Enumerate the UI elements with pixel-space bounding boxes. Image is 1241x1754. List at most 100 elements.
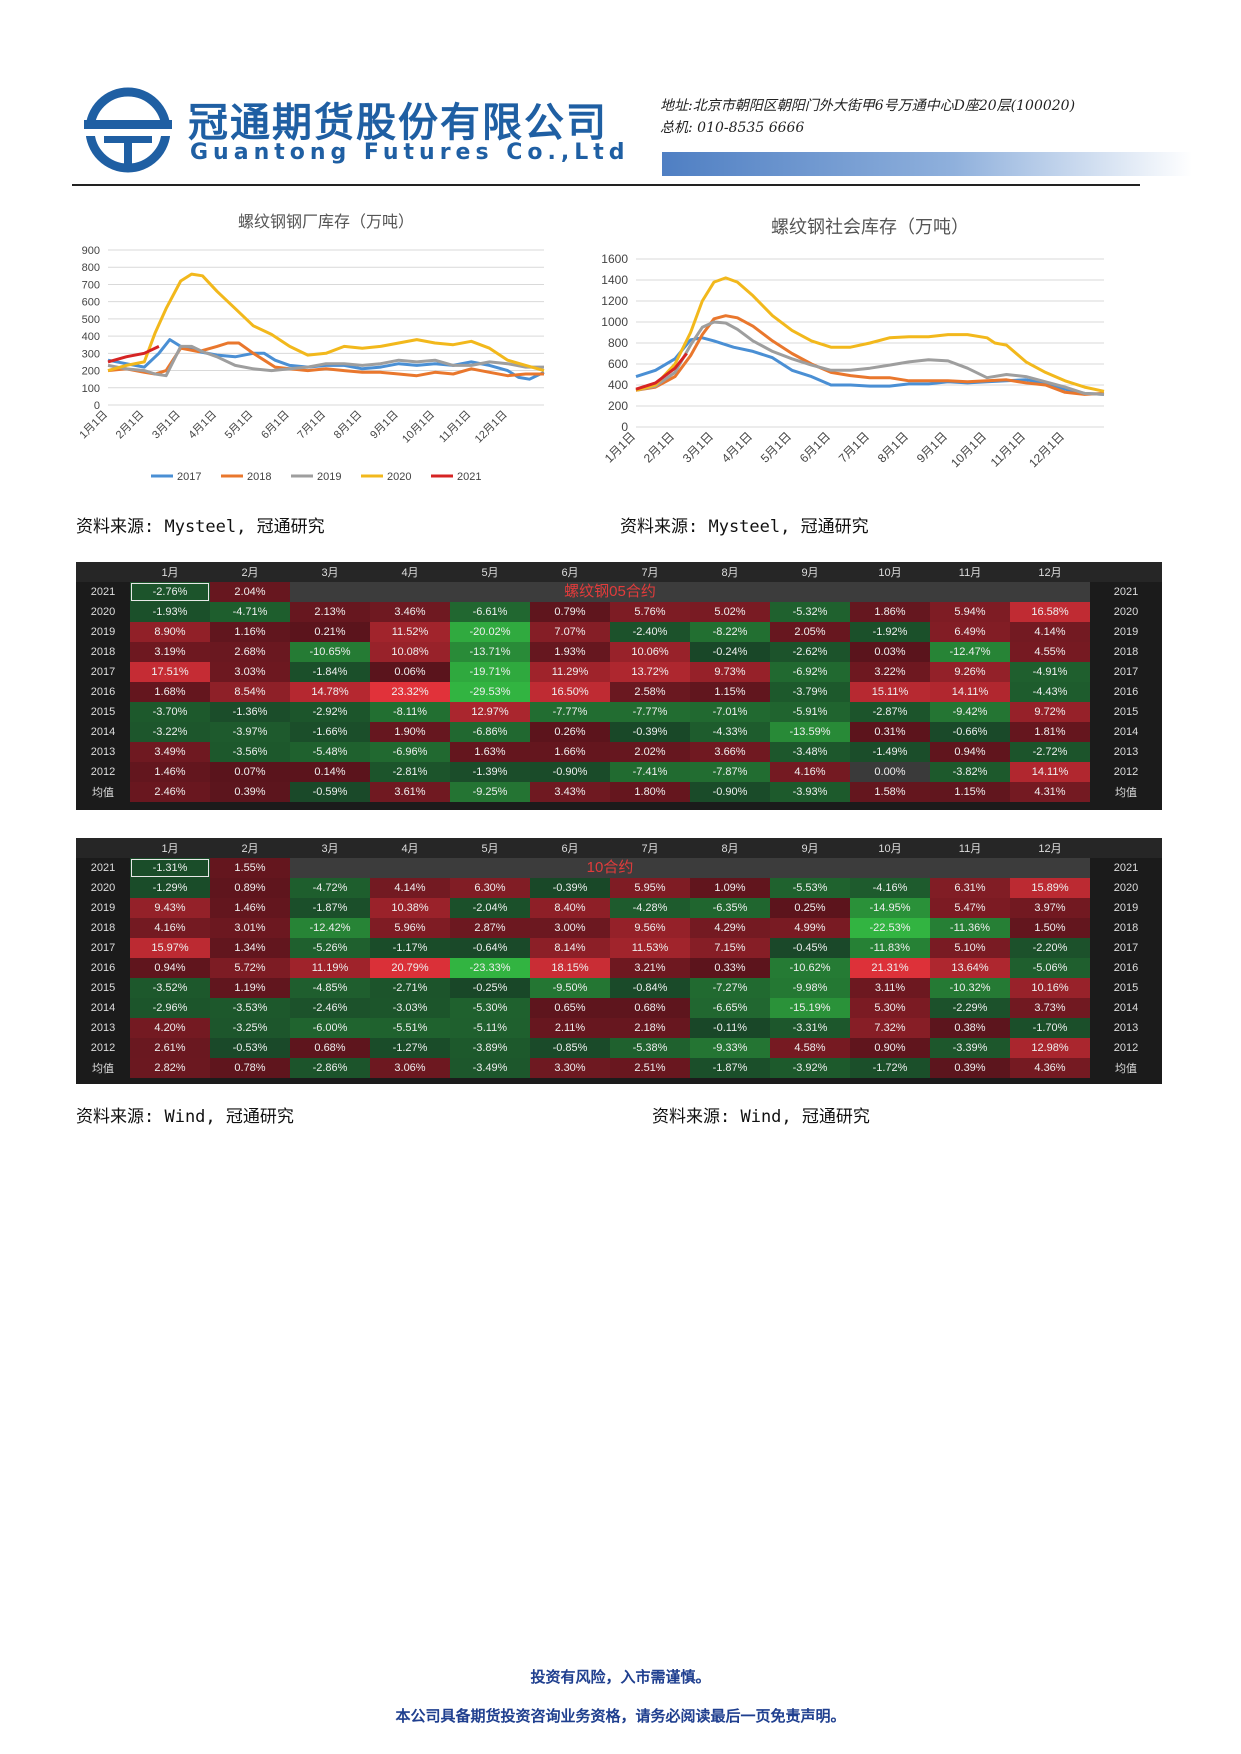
x-tick-label: 10月1日 — [948, 429, 989, 470]
return-cell: -1.84% — [290, 662, 370, 682]
table-row: 2019 9.43% 1.46% -1.87% 10.38% -2.04% 8.40% -4.… — [76, 898, 1162, 918]
month-header: 3月 — [290, 838, 370, 858]
return-cell: -8.22% — [690, 622, 770, 642]
return-cell: 2.51% — [610, 1058, 690, 1078]
x-tick-label: 5月1日 — [223, 409, 256, 442]
return-cell: -3.49% — [450, 1058, 530, 1078]
year-label: 2020 — [76, 878, 130, 898]
return-cell: 3.49% — [130, 742, 210, 762]
return-cell: -5.06% — [1010, 958, 1090, 978]
month-header: 11月 — [930, 562, 1010, 582]
empty-cell — [610, 582, 690, 602]
year-label: 2014 — [76, 998, 130, 1018]
return-cell: -3.03% — [370, 998, 450, 1018]
table-row: 2016 0.94% 5.72% 11.19% 20.79% -23.33% 18.15% 3… — [76, 958, 1162, 978]
return-cell: -1.87% — [690, 1058, 770, 1078]
disclaimer-notice: 本公司具备期货投资咨询业务资格，请务必阅读最后一页免责声明。 — [395, 1707, 846, 1725]
return-cell: -1.39% — [450, 762, 530, 782]
return-cell: -2.29% — [930, 998, 1010, 1018]
month-header: 2月 — [210, 562, 290, 582]
return-cell: -2.40% — [610, 622, 690, 642]
return-cell: -6.65% — [690, 998, 770, 1018]
y-tick-label: 800 — [82, 262, 100, 274]
return-cell: -2.86% — [290, 1058, 370, 1078]
return-cell: -4.16% — [850, 878, 930, 898]
year-label: 2019 — [1090, 622, 1162, 642]
return-cell: -0.90% — [530, 762, 610, 782]
return-cell: -0.90% — [690, 782, 770, 802]
year-label: 2021 — [76, 582, 130, 602]
return-cell: 9.43% — [130, 898, 210, 918]
return-cell: -1.36% — [210, 702, 290, 722]
return-cell: 4.58% — [770, 1038, 850, 1058]
return-cell: 3.46% — [370, 602, 450, 622]
month-header: 4月 — [370, 562, 450, 582]
return-cell: -2.87% — [850, 702, 930, 722]
y-tick-label: 0 — [94, 400, 100, 412]
y-tick-label: 200 — [608, 399, 628, 413]
x-tick-label: 6月1日 — [797, 429, 833, 465]
return-cell: -3.53% — [210, 998, 290, 1018]
return-cell: 1.58% — [850, 782, 930, 802]
table-row: 2012 2.61% -0.53% 0.68% -1.27% -3.89% -0.85% -5… — [76, 1038, 1162, 1058]
return-cell: 2.61% — [130, 1038, 210, 1058]
x-tick-label: 5月1日 — [758, 429, 794, 465]
return-cell: -4.71% — [210, 602, 290, 622]
y-tick-label: 200 — [82, 366, 100, 378]
return-cell: -2.96% — [130, 998, 210, 1018]
return-cell: 0.21% — [290, 622, 370, 642]
legend-label: 2018 — [247, 471, 271, 483]
return-cell: -0.45% — [770, 938, 850, 958]
return-cell: 0.78% — [210, 1058, 290, 1078]
return-cell: -4.33% — [690, 722, 770, 742]
year-label: 2012 — [76, 762, 130, 782]
return-cell: 3.11% — [850, 978, 930, 998]
header-corner — [76, 838, 130, 858]
series-line-2019 — [107, 344, 544, 378]
return-cell: -11.83% — [850, 938, 930, 958]
x-tick-label: 12月1日 — [1026, 429, 1067, 470]
x-tick-label: 4月1日 — [719, 429, 755, 465]
x-tick-label: 11月1日 — [437, 409, 473, 445]
return-cell: 0.68% — [290, 1038, 370, 1058]
return-cell: 2.58% — [610, 682, 690, 702]
series-line-2017 — [635, 336, 1105, 396]
y-tick-label: 700 — [82, 279, 100, 291]
table-row: 2014 -2.96% -3.53% -2.46% -3.03% -5.30% 0.65% 0… — [76, 998, 1162, 1018]
year-label: 2018 — [76, 642, 130, 662]
year-label: 2019 — [76, 622, 130, 642]
year-label: 2017 — [1090, 938, 1162, 958]
return-cell: 10.16% — [1010, 978, 1090, 998]
header-corner — [1090, 838, 1162, 858]
table-row: 2013 3.49% -3.56% -5.48% -6.96% 1.63% 1.66% 2.0… — [76, 742, 1162, 762]
return-cell: -1.27% — [370, 1038, 450, 1058]
return-cell: -7.87% — [690, 762, 770, 782]
return-cell: 5.02% — [690, 602, 770, 622]
return-cell: 1.46% — [210, 898, 290, 918]
return-cell: 3.01% — [210, 918, 290, 938]
return-cell: 8.54% — [210, 682, 290, 702]
year-label: 2014 — [1090, 722, 1162, 742]
return-cell: -4.43% — [1010, 682, 1090, 702]
return-cell: -3.92% — [770, 1058, 850, 1078]
empty-cell — [1010, 582, 1090, 602]
return-cell: -1.72% — [850, 1058, 930, 1078]
return-cell: 4.99% — [770, 918, 850, 938]
return-cell: 7.15% — [690, 938, 770, 958]
return-cell: 10.38% — [370, 898, 450, 918]
chart-title: 螺纹钢钢厂库存（万吨） — [238, 212, 414, 231]
table-row: 2018 3.19% 2.68% -10.65% 10.08% -13.71% 1.93% 1… — [76, 642, 1162, 662]
return-cell: 11.29% — [530, 662, 610, 682]
return-cell: -5.38% — [610, 1038, 690, 1058]
return-cell: -22.53% — [850, 918, 930, 938]
empty-cell — [370, 858, 450, 878]
return-cell: -6.96% — [370, 742, 450, 762]
return-cell: 15.89% — [1010, 878, 1090, 898]
month-header: 9月 — [770, 562, 850, 582]
return-cell: -3.97% — [210, 722, 290, 742]
x-tick-label: 10月1日 — [400, 409, 437, 446]
return-cell: -1.92% — [850, 622, 930, 642]
month-header: 5月 — [450, 562, 530, 582]
return-cell: 13.64% — [930, 958, 1010, 978]
year-label: 2013 — [76, 1018, 130, 1038]
